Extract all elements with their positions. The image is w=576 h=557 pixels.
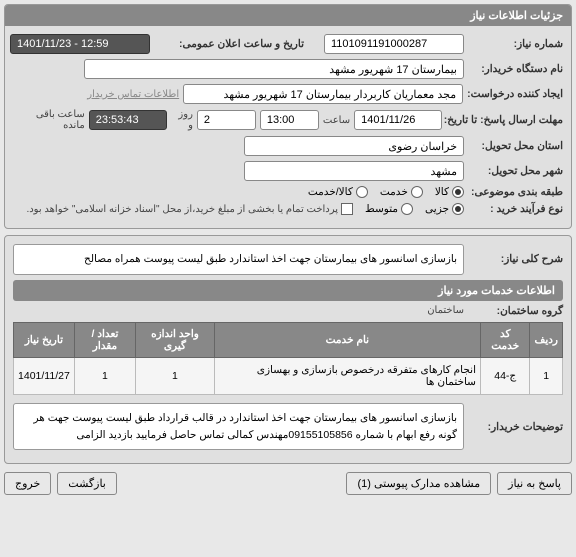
- days-label: روز و: [171, 109, 193, 131]
- td-name: انجام کارهای متفرقه درخصوص بازسازی و بهس…: [214, 357, 480, 394]
- group-label: گروه ساختمان:: [468, 305, 563, 317]
- reply-button[interactable]: پاسخ به نیاز: [497, 472, 572, 495]
- radio-both[interactable]: کالا/خدمت: [308, 186, 368, 198]
- time-label: ساعت: [323, 115, 350, 126]
- td-date: 1401/11/27: [14, 357, 75, 394]
- buyer-org-value: بیمارستان 17 شهریور مشهد: [84, 59, 464, 79]
- city-label: شهر محل تحویل:: [468, 165, 563, 177]
- th-date: تاریخ نیاز: [14, 322, 75, 357]
- deadline-date: 1401/11/26: [354, 110, 442, 130]
- subject-type-group: کالا خدمت کالا/خدمت: [308, 186, 464, 198]
- checkbox-icon: [341, 203, 353, 215]
- days-value: 2: [197, 110, 256, 130]
- buyer-notes-label: توضیحات خریدار:: [468, 421, 563, 433]
- radio-icon: [356, 186, 368, 198]
- radio-icon: [411, 186, 423, 198]
- td-unit: 1: [136, 357, 215, 394]
- radio-service-label: خدمت: [380, 186, 408, 198]
- th-row: ردیف: [530, 322, 563, 357]
- payment-label: پرداخت تمام یا بخشی از مبلغ خرید،از محل …: [26, 204, 338, 215]
- buyer-org-label: نام دستگاه خریدار:: [468, 63, 563, 75]
- th-qty: تعداد / مقدار: [74, 322, 135, 357]
- deadline-time: 13:00: [260, 110, 319, 130]
- back-button[interactable]: بازگشت: [57, 472, 117, 495]
- remaining-label: ساعت باقی مانده: [13, 109, 85, 131]
- radio-small[interactable]: جزیی: [425, 203, 464, 215]
- table-row: 1 ج-44 انجام کارهای متفرقه درخصوص بازساز…: [14, 357, 563, 394]
- radio-goods[interactable]: کالا: [435, 186, 464, 198]
- action-buttons: پاسخ به نیاز مشاهده مدارک پیوستی (1) باز…: [4, 472, 572, 495]
- radio-icon: [452, 203, 464, 215]
- requester-value: مجد معماریان کاربردار بیمارستان 17 شهریو…: [183, 84, 463, 104]
- radio-goods-label: کالا: [435, 186, 449, 198]
- need-desc-panel: شرح کلی نیاز: بازسازی اسانسور های بیمارس…: [4, 235, 572, 464]
- td-code: ج-44: [480, 357, 529, 394]
- requester-label: ایجاد کننده درخواست:: [467, 88, 563, 100]
- remaining-time: 23:53:43: [89, 110, 168, 130]
- th-code: کد خدمت: [480, 322, 529, 357]
- group-value: ساختمان: [427, 305, 464, 316]
- radio-both-label: کالا/خدمت: [308, 186, 353, 198]
- province-label: استان محل تحویل:: [468, 140, 563, 152]
- radio-medium-label: متوسط: [365, 203, 398, 215]
- buyer-notes-value: بازسازی اسانسور های بیمارستان جهت اخذ اس…: [13, 403, 464, 451]
- radio-icon: [401, 203, 413, 215]
- main-desc-value: بازسازی اسانسور های بیمارستان جهت اخذ اس…: [13, 244, 464, 275]
- table-header-row: ردیف کد خدمت نام خدمت واحد اندازه گیری ت…: [14, 322, 563, 357]
- radio-medium[interactable]: متوسط: [365, 203, 413, 215]
- need-no-value: 1101091191000287: [324, 34, 464, 54]
- need-no-label: شماره نیاز:: [468, 38, 563, 50]
- city-value: مشهد: [244, 161, 464, 181]
- buy-type-group: جزیی متوسط پرداخت تمام یا بخشی از مبلغ خ…: [26, 203, 464, 215]
- radio-small-label: جزیی: [425, 203, 449, 215]
- td-qty: 1: [74, 357, 135, 394]
- th-unit: واحد اندازه گیری: [136, 322, 215, 357]
- subject-type-label: طبقه بندی موضوعی:: [468, 186, 563, 198]
- td-row: 1: [530, 357, 563, 394]
- radio-icon: [452, 186, 464, 198]
- deadline-label: مهلت ارسال پاسخ: تا تاریخ:: [446, 114, 563, 126]
- radio-service[interactable]: خدمت: [380, 186, 423, 198]
- contact-info-link[interactable]: اطلاعات تماس خریدار: [87, 89, 179, 100]
- main-desc-label: شرح کلی نیاز:: [468, 253, 563, 265]
- announce-label: تاریخ و ساعت اعلان عمومی:: [154, 38, 304, 50]
- th-name: نام خدمت: [214, 322, 480, 357]
- services-table: ردیف کد خدمت نام خدمت واحد اندازه گیری ت…: [13, 322, 563, 395]
- need-details-panel: جزئیات اطلاعات نیاز شماره نیاز: 11010911…: [4, 4, 572, 229]
- exit-button[interactable]: خروج: [4, 472, 51, 495]
- services-section-title: اطلاعات خدمات مورد نیاز: [13, 280, 563, 301]
- announce-value: 1401/11/23 - 12:59: [10, 34, 150, 54]
- attachments-button[interactable]: مشاهده مدارک پیوستی (1): [346, 472, 491, 495]
- buy-type-label: نوع فرآیند خرید :: [468, 203, 563, 215]
- panel-header: جزئیات اطلاعات نیاز: [5, 5, 571, 26]
- province-value: خراسان رضوی: [244, 136, 464, 156]
- checkbox-payment[interactable]: پرداخت تمام یا بخشی از مبلغ خرید،از محل …: [26, 203, 353, 215]
